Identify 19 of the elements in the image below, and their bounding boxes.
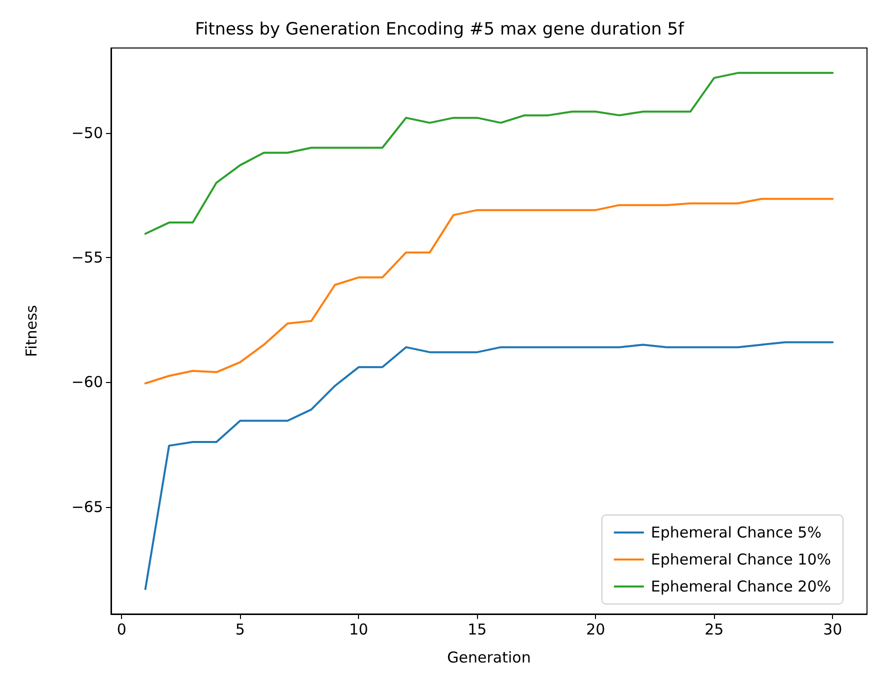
x-tick-label: 25	[704, 620, 724, 638]
y-tick-label: −55	[71, 248, 103, 266]
x-tick-label: 0	[116, 620, 126, 638]
legend-label: Ephemeral Chance 5%	[650, 524, 822, 542]
y-tick-label: −60	[71, 373, 103, 392]
y-axis-title: Fitness	[22, 304, 40, 357]
legend-label: Ephemeral Chance 10%	[650, 550, 832, 568]
chart-title: Fitness by Generation Encoding #5 max gene duration 5f	[194, 20, 686, 40]
line-series	[144, 198, 834, 384]
legend-label: Ephemeral Chance 20%	[650, 578, 832, 596]
y-tick-label: −65	[71, 498, 103, 516]
x-tick-label: 30	[823, 620, 842, 638]
x-axis-title: Generation	[447, 648, 531, 666]
line-series	[144, 72, 834, 235]
x-tick-label: 20	[586, 620, 606, 638]
x-tick-label: 15	[468, 620, 487, 638]
x-tick-label: 10	[349, 620, 368, 638]
y-tick-label: −50	[71, 124, 103, 142]
x-tick-label: 5	[235, 620, 245, 638]
